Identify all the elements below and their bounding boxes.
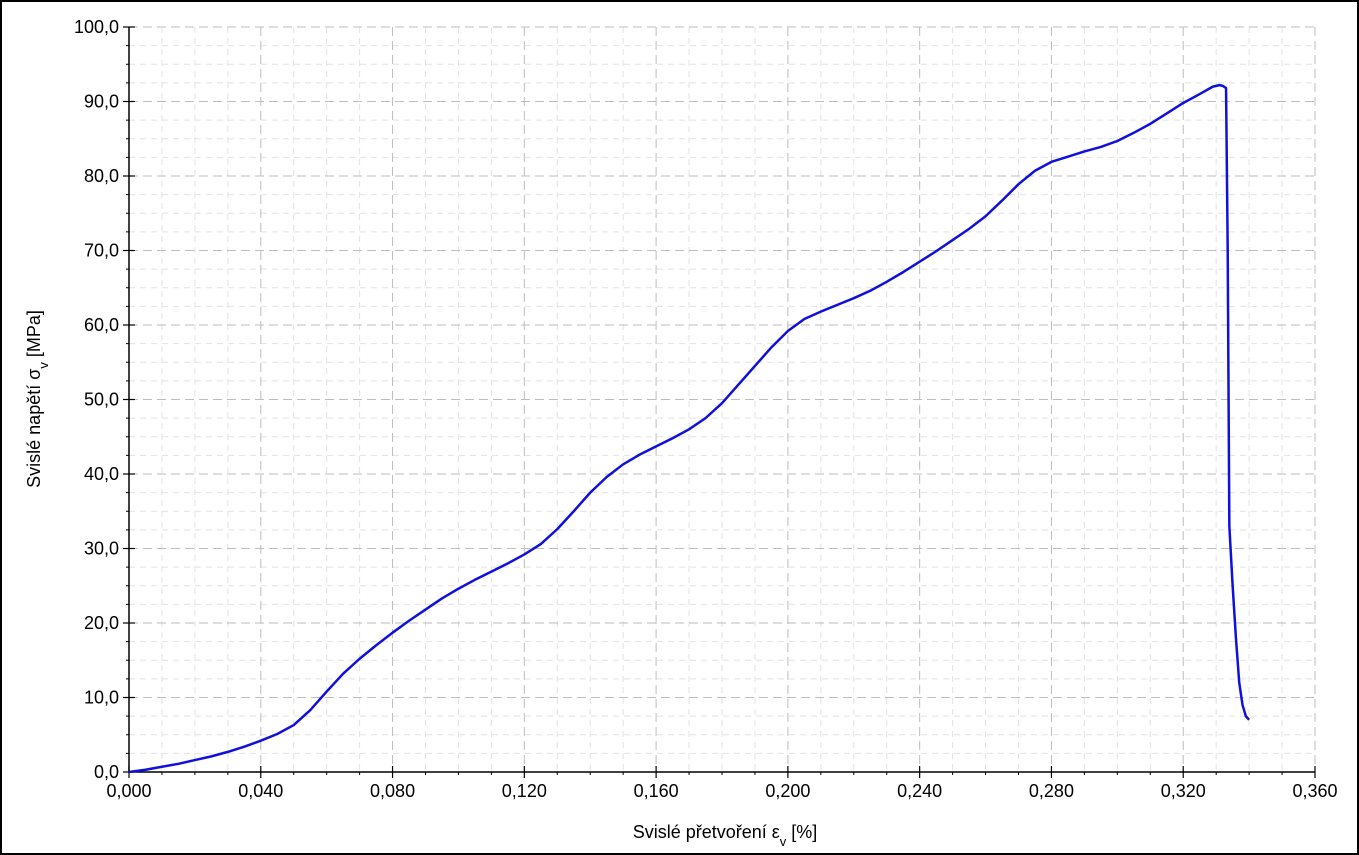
x-tick-label: 0,240 [897,781,942,801]
x-tick-label: 0,200 [765,781,810,801]
x-tick-label: 0,000 [106,781,151,801]
x-tick-label: 0,320 [1161,781,1206,801]
y-tick-label: 10,0 [84,688,119,708]
x-axis-title-unit: [%] [786,822,817,842]
x-axis-title-sub: v [780,834,787,849]
major-grid [129,26,1316,772]
x-tick-label: 0,360 [1292,781,1337,801]
x-axis-title: Svislé přetvoření εv [%] [633,822,818,849]
y-tick-label: 60,0 [84,315,119,335]
x-tick-label: 0,120 [502,781,547,801]
x-tick-label: 0,280 [1029,781,1074,801]
y-axis-title-sub: v [36,362,51,369]
series-line [128,83,1251,774]
x-tick-label: 0,080 [370,781,415,801]
y-tick-label: 80,0 [84,166,119,186]
x-tick-label: 0,040 [238,781,283,801]
y-axis-title-main: Svislé napětí σ [24,369,44,488]
y-tick-label: 90,0 [84,92,119,112]
y-axis-title-unit: [MPa] [24,310,44,362]
minor-grid [129,27,1315,772]
x-axis-title-main: Svislé přetvoření ε [633,822,780,842]
y-tick-label: 40,0 [84,464,119,484]
y-tick-label: 100,0 [74,17,119,37]
y-tick-label: 70,0 [84,241,119,261]
y-tick-labels: 0,0 10,0 20,0 30,0 40,0 50,0 60,0 70,0 80,0 90,0 1… [74,17,119,782]
y-tick-label: 30,0 [84,539,119,559]
y-tick-label: 0,0 [94,762,119,782]
y-axis-title: Svislé napětí σv [MPa] [24,310,51,488]
y-tick-label: 20,0 [84,613,119,633]
y-tick-label: 50,0 [84,390,119,410]
x-tick-labels: 0,000 0,040 0,080 0,120 0,160 0,200 0,240 0,280… [106,781,1337,801]
x-tick-label: 0,160 [634,781,679,801]
axis-ticks [123,26,1316,778]
